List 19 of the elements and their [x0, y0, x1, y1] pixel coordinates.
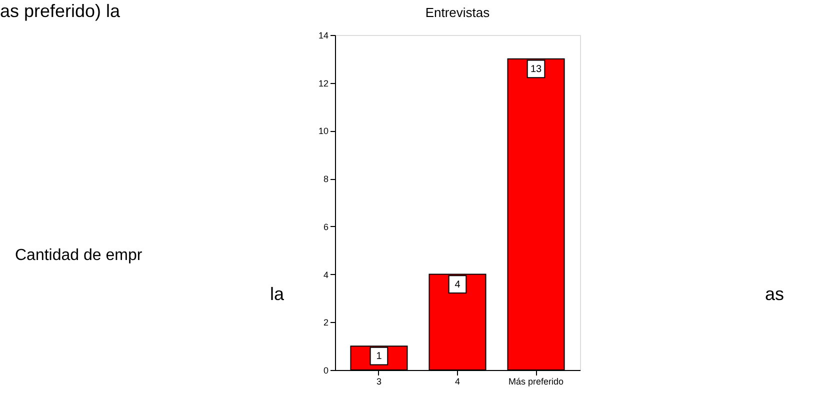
- y-tick-label: 8: [323, 174, 328, 184]
- x-tick-label: 3: [376, 376, 382, 386]
- y-tick-label: 10: [318, 126, 328, 136]
- data-label: 13: [530, 64, 542, 75]
- text: as preferido) la: [0, 1, 122, 21]
- data-label: 1: [376, 351, 382, 362]
- y-tick-label: 6: [323, 222, 328, 232]
- text: as: [765, 284, 784, 304]
- x-tick-label: 4: [454, 376, 460, 386]
- y-tick-label: 2: [323, 318, 328, 328]
- chart-title: Entrevistas: [425, 5, 490, 20]
- text: Cantidad de empr: [15, 247, 143, 264]
- y-tick-label: 12: [318, 78, 328, 88]
- y-tick-label: 14: [318, 30, 328, 40]
- text: la: [270, 284, 285, 304]
- y-tick-label: 4: [323, 270, 328, 280]
- y-tick-label: 0: [323, 366, 328, 376]
- data-label: 4: [454, 279, 461, 290]
- x-tick-label: Más preferido: [508, 376, 564, 386]
